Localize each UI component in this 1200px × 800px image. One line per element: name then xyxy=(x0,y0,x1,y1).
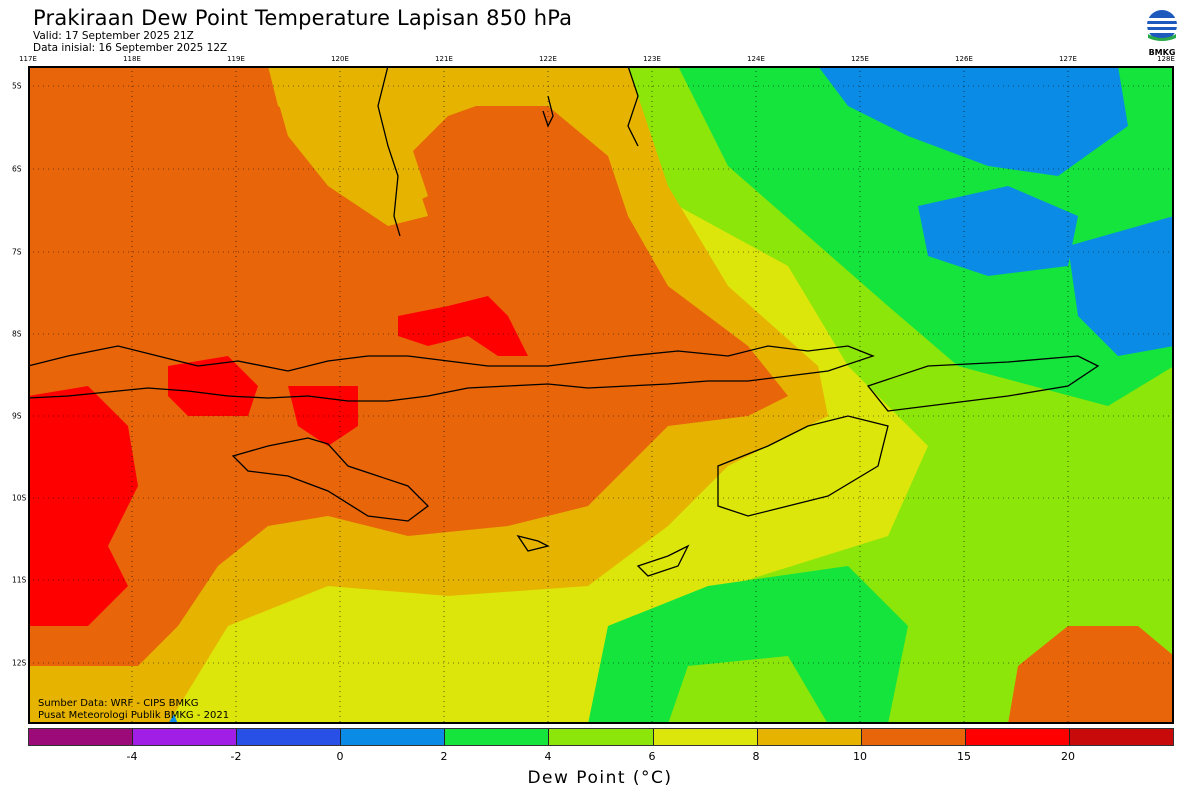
colorbar-label: 4 xyxy=(544,750,552,763)
field-green-s xyxy=(588,566,908,724)
field-red-c xyxy=(398,296,528,356)
source-data: Sumber Data: WRF - CIPS BMKG xyxy=(38,698,199,709)
source-credit: Pusat Meteorologi Publik BMKG - 2021 xyxy=(38,710,230,721)
svg-text:BMKG: BMKG xyxy=(1149,48,1176,57)
colorbar-segment xyxy=(1069,729,1174,745)
field-lime-s xyxy=(668,656,828,724)
lon-label: 125E xyxy=(851,55,869,63)
islet-coast xyxy=(542,95,554,128)
lat-label: 10S xyxy=(12,493,27,503)
map-title: Prakiraan Dew Point Temperature Lapisan … xyxy=(33,6,573,30)
islet-coast-4 xyxy=(636,544,690,577)
colorbar-segment xyxy=(341,729,446,745)
lon-label: 121E xyxy=(435,55,453,63)
field-red-a xyxy=(168,356,258,416)
lat-label: 7S xyxy=(12,247,22,257)
lon-label: 122E xyxy=(539,55,557,63)
initial-time: Data inisial: 16 September 2025 12Z xyxy=(33,42,228,54)
sumba-coast xyxy=(231,437,429,522)
field-red-w xyxy=(28,386,138,626)
colorbar xyxy=(28,728,1174,746)
colorbar-segment xyxy=(29,729,134,745)
colorbar-label: 20 xyxy=(1061,750,1075,763)
timor-coast xyxy=(717,415,889,517)
colorbar-segment xyxy=(549,729,654,745)
dew-point-map[interactable] xyxy=(28,66,1174,724)
lat-label: 5S xyxy=(12,81,22,91)
lat-label: 11S xyxy=(12,575,27,585)
field-orange xyxy=(28,66,788,666)
field-blue-e xyxy=(1068,216,1174,356)
colorbar-label: 15 xyxy=(957,750,971,763)
lat-label: 12S xyxy=(12,658,27,668)
lat-label: 8S xyxy=(12,329,22,339)
colorbar-segment xyxy=(653,729,758,745)
colorbar-segment xyxy=(445,729,550,745)
field-orange-se xyxy=(1008,626,1174,724)
lon-label: 120E xyxy=(331,55,349,63)
colorbar-units: Dew Point (°C) xyxy=(527,768,673,788)
colorbar-label: 10 xyxy=(853,750,867,763)
colorbar-label: -2 xyxy=(230,750,242,763)
lon-label: 124E xyxy=(747,55,765,63)
lon-label: 126E xyxy=(955,55,973,63)
field-blue-n xyxy=(818,66,1128,176)
colorbar-segment xyxy=(237,729,342,745)
lon-label: 127E xyxy=(1059,55,1077,63)
colorbar-segment xyxy=(861,729,966,745)
colorbar-label: 8 xyxy=(752,750,760,763)
colorbar-label: -4 xyxy=(126,750,138,763)
colorbar-label: 0 xyxy=(336,750,344,763)
bmkg-logo: BMKG xyxy=(1144,8,1180,58)
colorbar-segment xyxy=(757,729,862,745)
lat-label: 9S xyxy=(12,411,22,421)
field-amber-inner xyxy=(268,66,588,226)
lesser-sunda-coast xyxy=(28,345,875,402)
islet-coast-2 xyxy=(627,66,639,147)
colorbar-segment xyxy=(133,729,238,745)
wetar-coast xyxy=(866,355,1100,412)
lon-label: 117E xyxy=(19,55,37,63)
colorbar-label: 2 xyxy=(440,750,448,763)
field-blue-mid xyxy=(918,186,1078,276)
lon-label: 128E xyxy=(1157,55,1175,63)
lon-label: 118E xyxy=(123,55,141,63)
colorbar-segment xyxy=(965,729,1070,745)
valid-time: Valid: 17 September 2025 21Z xyxy=(33,30,194,42)
lon-label: 119E xyxy=(227,55,245,63)
sulawesi-coast xyxy=(377,66,401,237)
lon-label: 123E xyxy=(643,55,661,63)
lat-label: 6S xyxy=(12,164,22,174)
colorbar-label: 6 xyxy=(648,750,656,763)
